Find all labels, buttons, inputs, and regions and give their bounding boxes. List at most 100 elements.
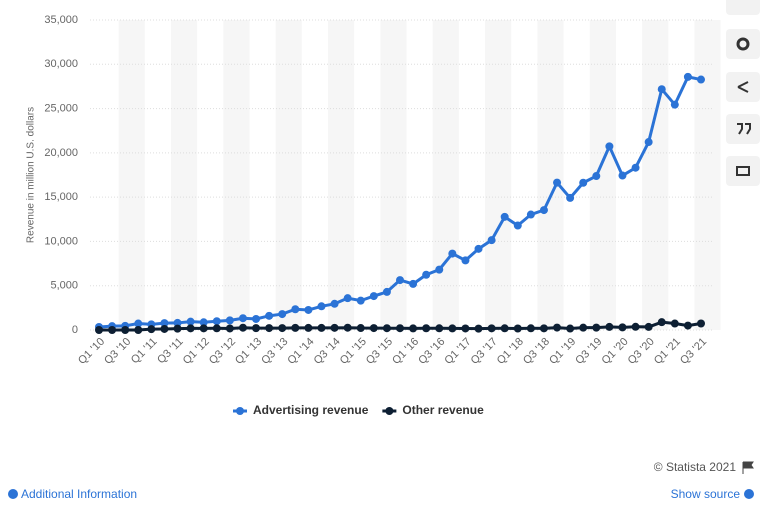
point: [422, 270, 431, 279]
point: [592, 323, 601, 332]
legend-swatch: [385, 407, 394, 415]
point: [657, 85, 666, 94]
point: [382, 324, 391, 333]
x-tick-label: Q1 '21: [652, 336, 683, 367]
bell-button[interactable]: [726, 0, 760, 15]
point: [108, 326, 117, 334]
x-tick-label: Q1 '20: [599, 336, 630, 367]
band: [642, 20, 669, 330]
point: [356, 324, 365, 333]
gear-icon: [736, 37, 750, 51]
settings-button[interactable]: [726, 29, 760, 59]
additional-info-link[interactable]: Additional Information: [21, 487, 137, 501]
point: [291, 305, 300, 314]
x-tick-label: Q3 '13: [259, 336, 290, 367]
point: [238, 323, 247, 332]
band: [223, 20, 250, 330]
point: [539, 206, 548, 215]
point: [461, 256, 470, 265]
point: [304, 305, 313, 314]
show-source-link[interactable]: Show source: [671, 487, 741, 501]
x-tick-label: Q1 '10: [76, 336, 107, 367]
point: [500, 212, 509, 221]
point: [605, 322, 614, 331]
band: [118, 20, 145, 330]
share-icon: [737, 81, 749, 93]
point: [396, 276, 404, 285]
point: [474, 324, 483, 333]
point: [513, 324, 522, 333]
point: [566, 193, 575, 202]
point: [265, 324, 274, 333]
point: [160, 324, 169, 333]
point: [317, 302, 326, 311]
x-tick-label: Q3 '14: [312, 336, 343, 367]
point: [697, 75, 705, 84]
point: [409, 324, 418, 333]
point: [448, 324, 457, 333]
share-button[interactable]: [726, 72, 760, 102]
point: [225, 324, 234, 333]
point: [291, 323, 300, 332]
y-axis-label: Revenue in million U.S. dollars: [26, 107, 37, 243]
point: [278, 310, 287, 319]
point: [278, 324, 287, 333]
point: [186, 324, 195, 333]
band: [328, 20, 355, 330]
point: [644, 322, 653, 331]
print-button[interactable]: [726, 156, 760, 186]
x-tick-label: Q3 '10: [102, 336, 133, 367]
x-tick-label: Q3 '21: [678, 336, 709, 367]
band: [694, 20, 721, 330]
point: [644, 138, 653, 147]
point: [448, 249, 457, 258]
x-tick-label: Q3 '17: [469, 336, 500, 367]
point: [579, 323, 588, 332]
point: [199, 318, 208, 327]
x-tick-label: Q3 '12: [207, 336, 238, 367]
point: [500, 324, 509, 333]
point: [461, 324, 470, 333]
point: [252, 324, 261, 333]
point: [683, 321, 692, 330]
x-tick-label: Q1 '11: [129, 336, 160, 367]
point: [186, 317, 195, 326]
point: [487, 236, 496, 245]
point: [618, 171, 627, 180]
credit: © Statista 2021: [654, 460, 737, 474]
point: [330, 323, 339, 332]
point: [670, 319, 679, 328]
point: [369, 324, 378, 333]
x-tick-label: Q1 '15: [338, 336, 369, 367]
point: [134, 319, 143, 328]
x-tick-label: Q1 '18: [495, 336, 526, 367]
point: [265, 311, 274, 320]
band: [537, 20, 564, 330]
point: [526, 324, 535, 333]
quote-icon: [737, 123, 751, 135]
point: [474, 244, 483, 253]
point: [199, 324, 208, 333]
x-tick-label: Q3 '19: [573, 336, 604, 367]
point: [212, 324, 221, 333]
band: [485, 20, 512, 330]
x-tick-label: Q1 '16: [390, 336, 421, 367]
x-tick-label: Q1 '14: [285, 336, 316, 367]
point: [435, 324, 444, 333]
band: [432, 20, 459, 330]
band: [275, 20, 302, 330]
point: [539, 324, 548, 333]
point: [304, 323, 313, 332]
info-icon: [744, 489, 754, 499]
x-tick-label: Q3 '16: [416, 336, 447, 367]
point: [343, 323, 352, 332]
point: [173, 324, 182, 333]
x-tick-label: Q3 '15: [364, 336, 395, 367]
point: [134, 326, 143, 334]
point: [147, 325, 156, 334]
band: [380, 20, 407, 330]
point: [631, 163, 640, 172]
flag-icon: [742, 461, 754, 474]
point: [592, 172, 601, 181]
